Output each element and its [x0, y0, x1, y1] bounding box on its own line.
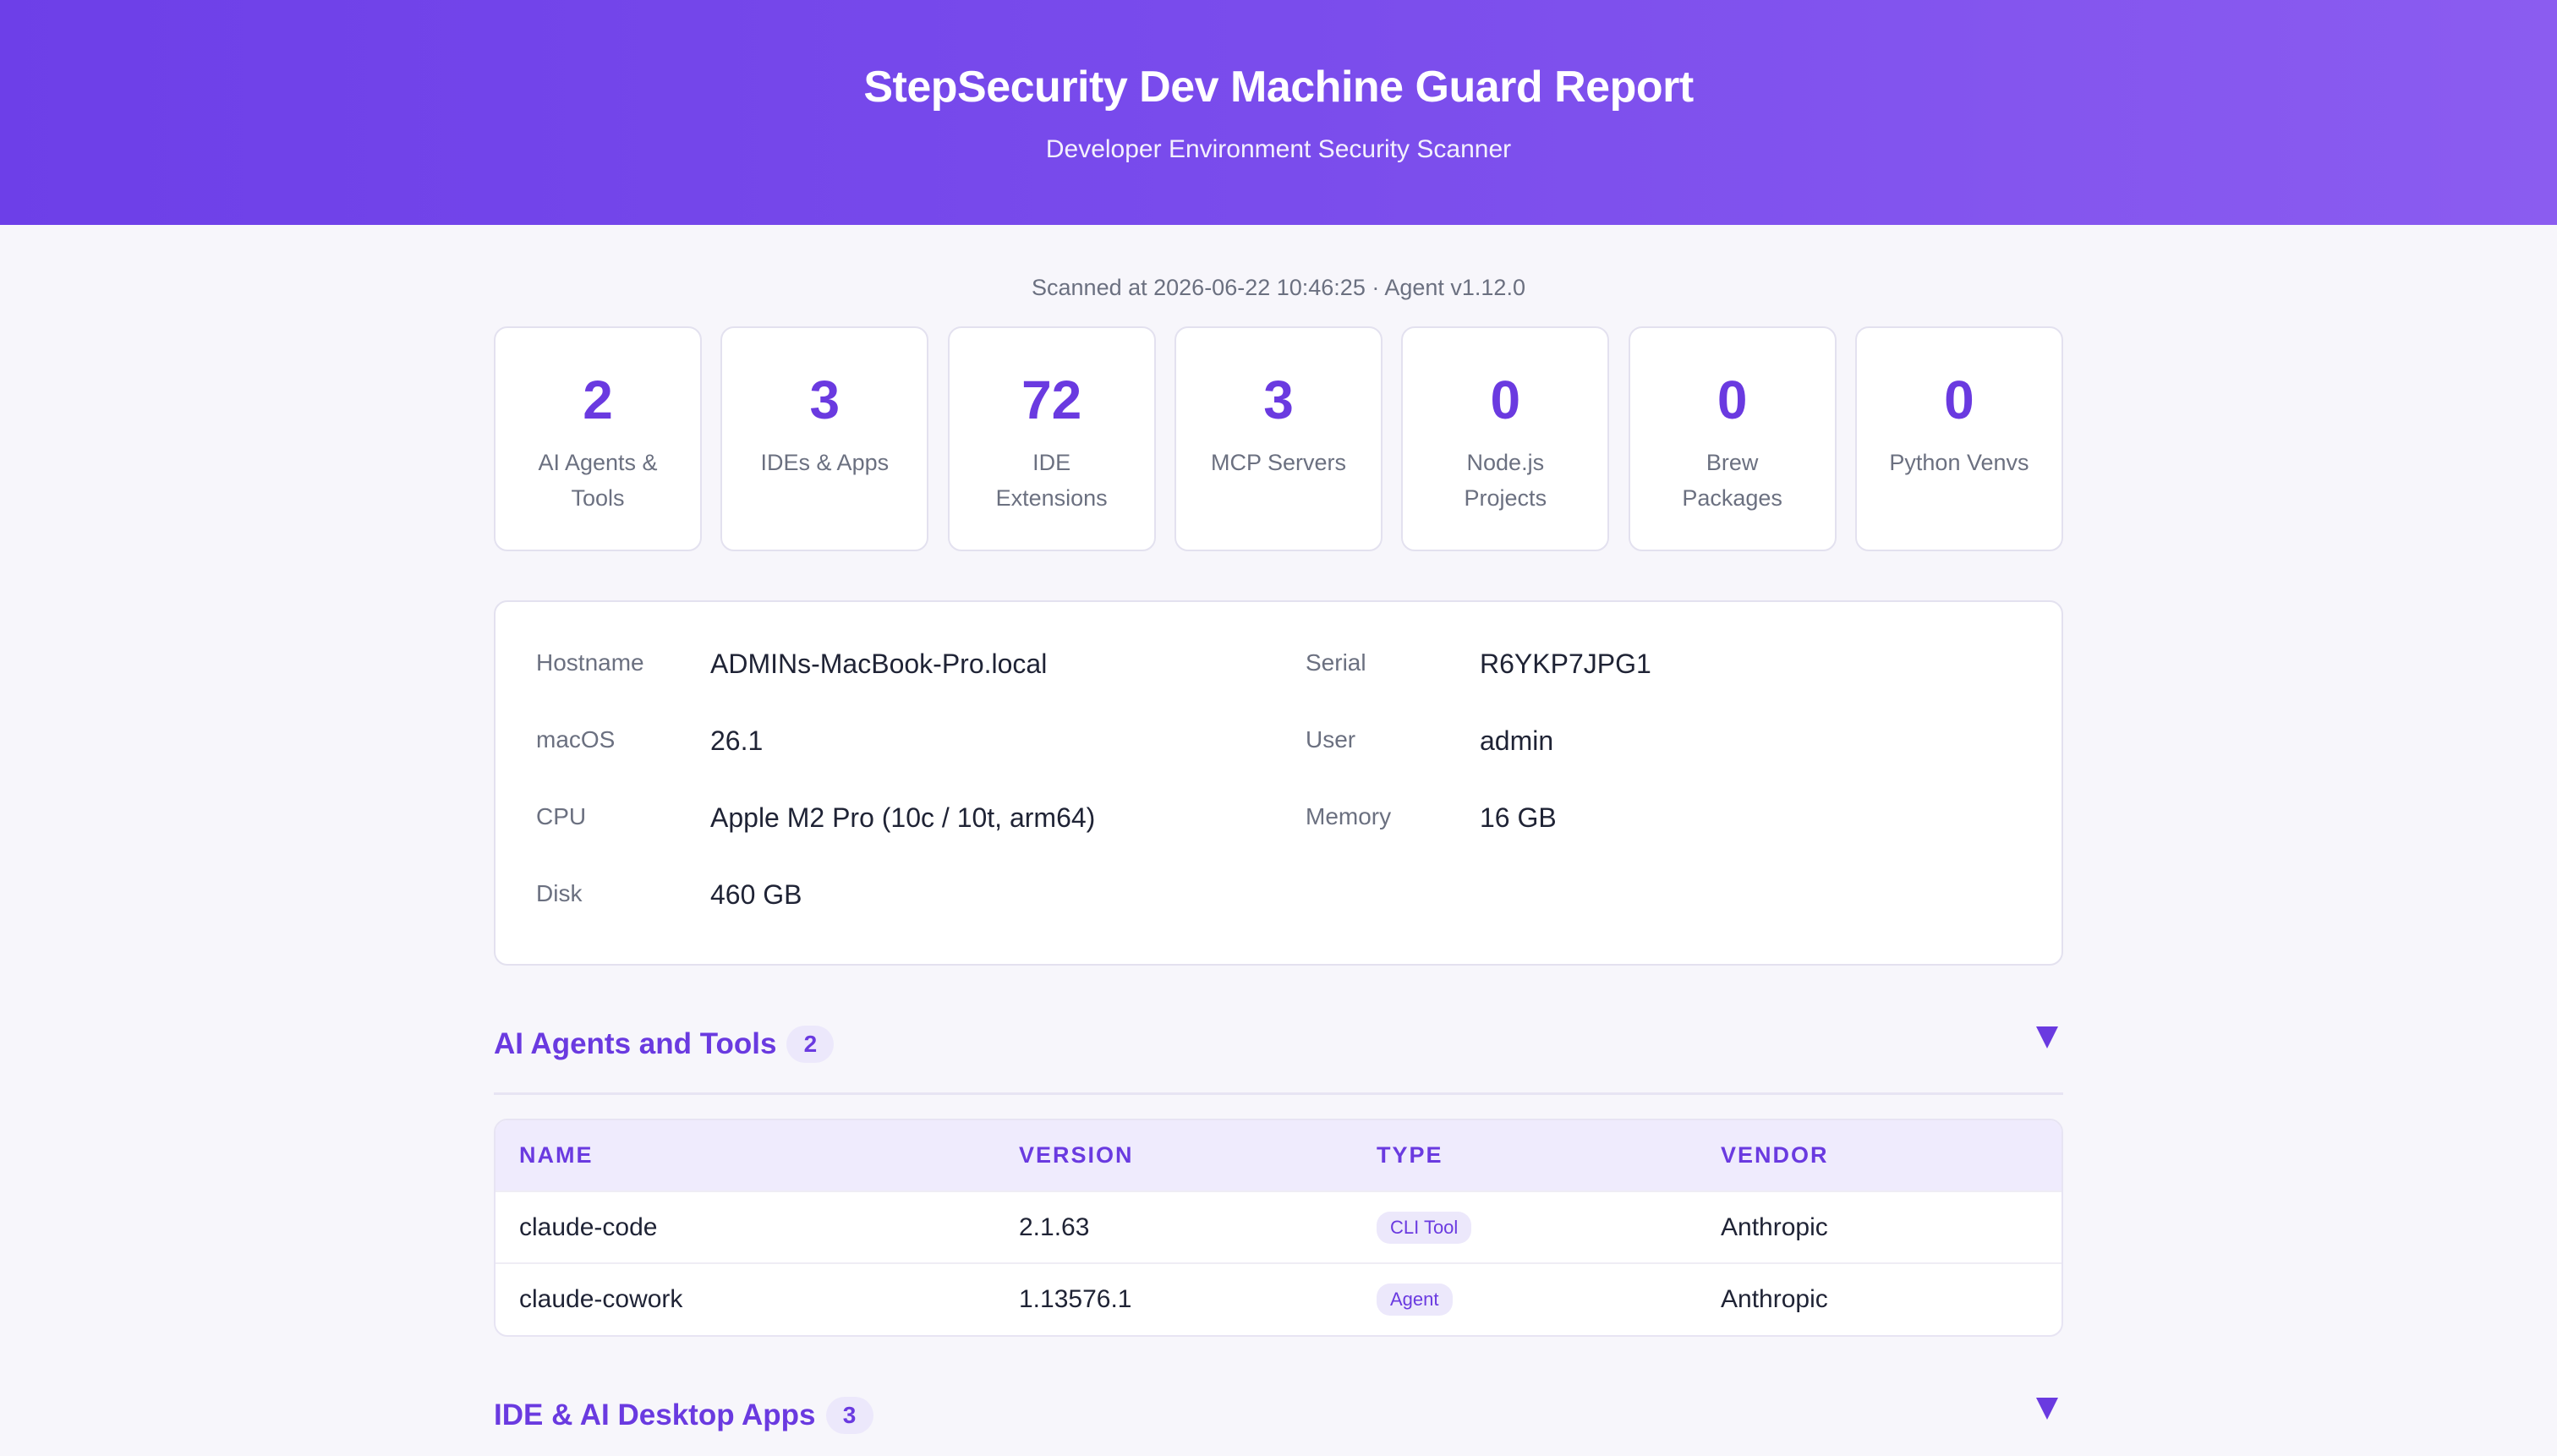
- collapse-toggle-icon[interactable]: [2036, 1026, 2058, 1048]
- page-subtitle: Developer Environment Security Scanner: [1045, 135, 1512, 163]
- cell-version: 1.13576.1: [1019, 1285, 1132, 1313]
- memory-label: Memory: [1306, 803, 1392, 829]
- cell-type: Agent: [1353, 1263, 1697, 1335]
- cpu-value: Apple M2 Pro (10c / 10t, arm64): [710, 802, 1096, 833]
- hostname-value: ADMINs-MacBook-Pro.local: [710, 649, 1048, 679]
- count-badge: 3: [825, 1397, 873, 1434]
- stat-value: 0: [1490, 369, 1521, 430]
- scan-metadata: Scanned at 2026-06-22 10:46:25 · Agent v…: [1032, 275, 1525, 300]
- table-header-row: NAME VERSION TYPE VENDOR: [496, 1120, 2061, 1191]
- stat-value: 3: [1263, 369, 1294, 430]
- stat-card-nodejs-projects: 0 Node.js Projects: [1401, 326, 1610, 551]
- stat-label: IDEs & Apps: [760, 450, 890, 475]
- column-header-vendor: VENDOR: [1721, 1142, 1829, 1168]
- page-title: StepSecurity Dev Machine Guard Report: [863, 63, 1694, 112]
- ai-agents-table: NAME VERSION TYPE VENDOR claude-code 2.1…: [494, 1119, 2063, 1337]
- stat-label: Python Venvs: [1889, 450, 2029, 475]
- cell-version: 2.1.63: [1019, 1212, 1090, 1241]
- count-badge: 2: [786, 1026, 835, 1063]
- cell-name: claude-code: [519, 1212, 658, 1241]
- stat-card-python-venvs: 0 Python Venvs: [1854, 326, 2063, 551]
- collapse-toggle-icon[interactable]: [2036, 1398, 2058, 1420]
- stat-label: Node.js Projects: [1464, 450, 1547, 511]
- stat-label: MCP Servers: [1210, 450, 1346, 475]
- disk-label: Disk: [536, 880, 583, 906]
- macos-value: 26.1: [710, 725, 764, 756]
- stats-row: 2 AI Agents & Tools 3 IDEs & Apps 72 IDE…: [494, 326, 2063, 551]
- user-value: admin: [1480, 725, 1554, 756]
- system-info-card: Hostname ADMINs-MacBook-Pro.local Serial…: [494, 600, 2063, 966]
- stat-card-ide-extensions: 72 IDE Extensions: [947, 326, 1156, 551]
- section-header-ide-apps[interactable]: IDE & AI Desktop Apps 3: [494, 1391, 2063, 1456]
- stat-card-ides: 3 IDEs & Apps: [720, 326, 929, 551]
- stat-value: 2: [583, 369, 613, 430]
- serial-label: Serial: [1306, 649, 1366, 676]
- cpu-label: CPU: [536, 803, 587, 829]
- cell-vendor: Anthropic: [1721, 1212, 1828, 1241]
- column-header-version: VERSION: [1019, 1142, 1134, 1168]
- report-content: Scanned at 2026-06-22 10:46:25 · Agent v…: [494, 271, 2063, 1456]
- table-row: claude-code 2.1.63 CLI Tool Anthropic: [496, 1191, 2061, 1263]
- section-title: AI Agents and Tools: [494, 1027, 777, 1060]
- cell-vendor: Anthropic: [1721, 1285, 1828, 1313]
- stat-value: 72: [1021, 369, 1082, 430]
- stat-label: Brew Packages: [1682, 450, 1782, 511]
- section-header-ai-agents[interactable]: AI Agents and Tools 2: [494, 1020, 2063, 1095]
- stat-card-ai-agents: 2 AI Agents & Tools: [494, 326, 702, 551]
- cell-type: CLI Tool: [1353, 1191, 1697, 1263]
- macos-label: macOS: [536, 726, 616, 753]
- type-badge: Agent: [1377, 1284, 1453, 1316]
- memory-value: 16 GB: [1480, 802, 1557, 833]
- stat-label: AI Agents & Tools: [538, 450, 658, 511]
- column-header-type: TYPE: [1377, 1142, 1443, 1168]
- stat-value: 3: [809, 369, 840, 430]
- disk-value: 460 GB: [710, 879, 802, 910]
- column-header-name: NAME: [519, 1142, 594, 1168]
- stat-label: IDE Extensions: [995, 450, 1108, 511]
- stat-value: 0: [1944, 369, 1974, 430]
- section-title: IDE & AI Desktop Apps: [494, 1399, 816, 1431]
- type-badge: CLI Tool: [1377, 1211, 1472, 1244]
- stat-card-mcp-servers: 3 MCP Servers: [1174, 326, 1383, 551]
- stat-value: 0: [1717, 369, 1748, 430]
- serial-value: R6YKP7JPG1: [1480, 649, 1651, 679]
- cell-name: claude-cowork: [519, 1285, 683, 1313]
- user-label: User: [1306, 726, 1356, 753]
- table-row: claude-cowork 1.13576.1 Agent Anthropic: [496, 1263, 2061, 1335]
- stat-card-brew-packages: 0 Brew Packages: [1628, 326, 1837, 551]
- hostname-label: Hostname: [536, 649, 644, 676]
- report-header: StepSecurity Dev Machine Guard Report De…: [0, 0, 2557, 225]
